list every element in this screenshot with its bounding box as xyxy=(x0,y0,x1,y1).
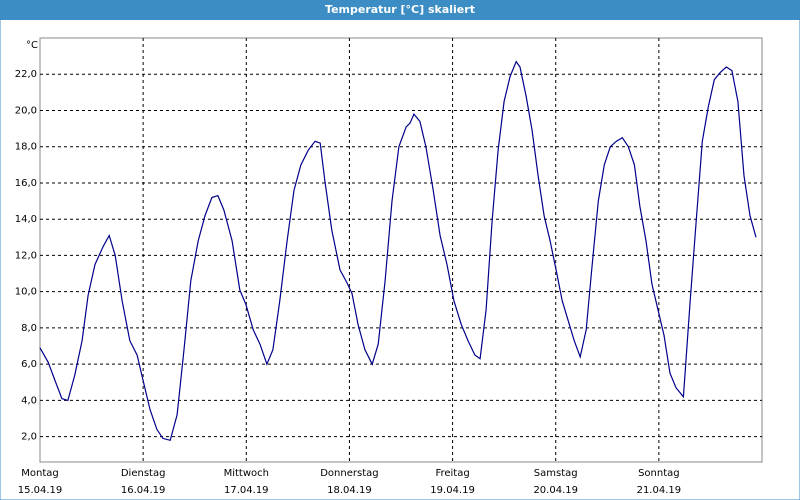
y-tick-label: 16,0 xyxy=(15,178,37,189)
y-tick-label: 20,0 xyxy=(15,105,37,116)
x-tick-date: 15.04.19 xyxy=(18,485,63,496)
x-tick-date: 16.04.19 xyxy=(121,485,166,496)
y-tick-label: 4,0 xyxy=(21,395,37,406)
y-tick-label: 8,0 xyxy=(21,323,37,334)
temperature-line xyxy=(39,60,757,442)
title-bar xyxy=(0,0,800,20)
x-tick-label: Freitag xyxy=(435,468,469,479)
x-tick-label: Mittwoch xyxy=(224,468,269,479)
x-tick-label: Dienstag xyxy=(121,468,166,479)
y-tick-label: 10,0 xyxy=(15,287,37,298)
chart-title: Temperatur [°C] skaliert xyxy=(325,3,475,16)
x-tick-date: 17.04.19 xyxy=(224,485,269,496)
y-tick-label: 14,0 xyxy=(15,214,37,225)
x-tick-label: Sonntag xyxy=(638,468,680,479)
x-tick-date: 19.04.19 xyxy=(430,485,475,496)
y-tick-label: 18,0 xyxy=(15,142,37,153)
x-tick-label: Montag xyxy=(21,468,58,479)
y-tick-label: 6,0 xyxy=(21,359,37,370)
x-tick-label: Donnerstag xyxy=(320,468,378,479)
x-tick-date: 20.04.19 xyxy=(533,485,578,496)
plot-area xyxy=(39,37,763,463)
x-tick-date: 18.04.19 xyxy=(327,485,372,496)
x-tick-date: 21.04.19 xyxy=(637,485,682,496)
unit-label: °C xyxy=(26,40,38,51)
y-tick-label: 22,0 xyxy=(15,69,37,80)
x-tick-label: Samstag xyxy=(534,468,578,479)
y-tick-label: 12,0 xyxy=(15,250,37,261)
y-tick-label: 2,0 xyxy=(21,432,37,443)
